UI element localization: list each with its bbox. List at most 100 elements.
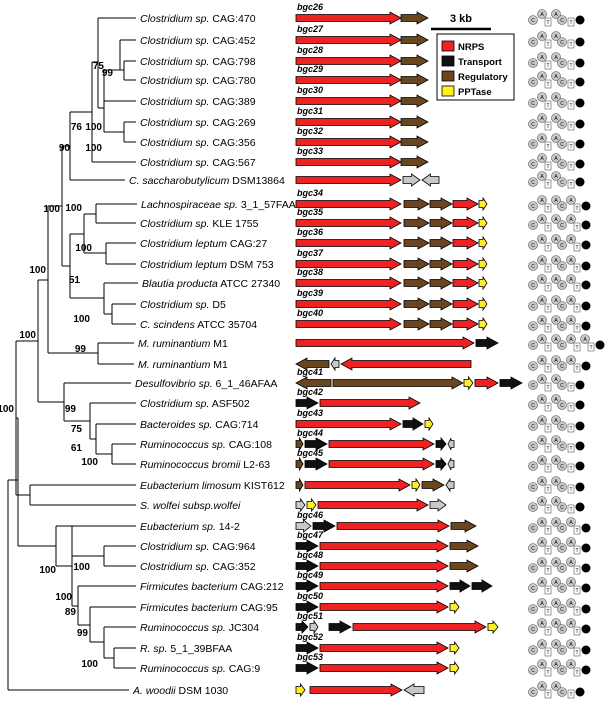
nrps-gene-arrow: [295, 216, 402, 230]
c-domain: [528, 502, 538, 512]
taxon-label: Lachnospiraceae sp. 3_1_57FAA: [141, 199, 296, 211]
domain-letter: A: [554, 458, 558, 464]
t-domain: [544, 504, 552, 514]
domain-letter: C: [531, 690, 535, 696]
domain-letter: T: [546, 528, 549, 534]
t-domain: [573, 363, 581, 373]
taxon-genus-species: Clostridium leptum: [140, 238, 227, 250]
domain-letter: C: [560, 668, 564, 674]
taxon-label: Desulfovibrio sp. 6_1_46AFAA: [135, 378, 277, 390]
taxon-genus-species: S. wolfei subsp.wolfei: [140, 500, 241, 512]
domain-letter: A: [540, 136, 544, 142]
cluster-id: bgc42: [297, 387, 323, 397]
domain-letter: T: [575, 670, 578, 676]
regulatory-gene-arrow: [429, 297, 453, 311]
t-domain: [573, 545, 581, 555]
t-domain: [573, 585, 581, 595]
phylogenetic-tree: [7, 17, 138, 691]
bootstrap-value: 75: [71, 424, 83, 435]
taxon-genus-species: Clostridium sp.: [140, 56, 209, 68]
pptase-gene-arrow: [478, 316, 488, 332]
domain-letter: A: [569, 580, 573, 586]
regulatory-gene-arrow: [449, 559, 479, 573]
taxon-strain: D5: [209, 299, 226, 311]
te-domain: [575, 77, 585, 87]
bootstrap-value: 51: [69, 275, 81, 286]
domain-letter: T: [546, 82, 549, 88]
a-domain: [551, 557, 561, 567]
domain-letter: A: [569, 318, 573, 324]
cluster-id: bgc38: [297, 267, 323, 277]
domain-letter: A: [554, 684, 558, 690]
t-domain: [544, 39, 552, 49]
regulatory-gene-arrow: [403, 236, 430, 250]
nrps-gene-arrow: [295, 236, 402, 250]
a-domain: [566, 639, 576, 649]
taxon-label: Clostridium sp. CAG:567: [140, 157, 256, 169]
taxon-label: Clostridium sp. CAG:389: [140, 96, 256, 108]
taxon-strain: CAG:356: [209, 137, 255, 149]
domain-letter: T: [546, 650, 549, 656]
a-domain: [537, 355, 547, 365]
a-domain: [551, 577, 561, 587]
a-domain: [537, 598, 547, 608]
domain-letter: T: [546, 266, 549, 272]
te-domain: [575, 15, 585, 25]
a-domain: [566, 195, 576, 205]
regulatory-gene-arrow: [400, 33, 429, 47]
domain-letter: T: [546, 285, 549, 291]
bootstrap-value: 100: [73, 314, 90, 325]
domain-letter: A: [554, 479, 558, 485]
a-domain: [566, 295, 576, 305]
bootstrap-value: 89: [65, 607, 77, 618]
a-domain: [551, 71, 561, 81]
domain-letter: T: [546, 588, 549, 594]
te-domain: [575, 461, 585, 471]
taxon-genus-species: Clostridium sp.: [140, 13, 209, 25]
regulatory-gene-arrow: [403, 276, 430, 290]
taxon-genus-species: M. ruminantium: [138, 359, 211, 371]
domain-letter: T: [575, 568, 578, 574]
transport-gene-arrow: [435, 436, 447, 452]
domain-letter: A: [554, 358, 558, 364]
nrps-gene-arrow: [295, 336, 475, 350]
regulatory-gene-arrow: [449, 539, 479, 553]
domain-letter: C: [531, 627, 535, 633]
cluster-id: bgc35: [297, 207, 324, 217]
c-domain: [528, 583, 538, 593]
domain-letter: A: [554, 642, 558, 648]
taxon-label: C. scindens ATCC 35704: [140, 319, 257, 331]
c-domain: [557, 301, 567, 311]
taxon-strain: 14-2: [216, 521, 240, 533]
c-domain: [557, 159, 567, 169]
taxon-label: Clostridium sp. CAG:356: [140, 137, 256, 149]
transport-gene-arrow: [402, 417, 424, 431]
c-domain: [557, 380, 567, 390]
a-domain: [566, 355, 576, 365]
domain-letter: T: [575, 206, 578, 212]
domain-letter: A: [554, 12, 558, 18]
domain-letter: A: [569, 642, 573, 648]
c-domain: [528, 58, 538, 68]
domain-letter: T: [569, 82, 572, 88]
a-domain: [551, 274, 561, 284]
transport-gene-arrow: [312, 519, 336, 533]
nrps-gene-arrow: [336, 519, 450, 533]
nrps-gene-arrow: [295, 173, 402, 187]
a-domain: [551, 153, 561, 163]
domain-letter: T: [546, 326, 549, 332]
c-domain: [528, 380, 538, 390]
c-domain: [557, 665, 567, 675]
domain-letter: A: [554, 74, 558, 80]
cluster-id: bgc52: [297, 632, 323, 642]
domain-letter: T: [575, 609, 578, 615]
c-domain: [557, 37, 567, 47]
a-domain: [537, 659, 547, 669]
domain-letter: C: [560, 243, 564, 249]
c-domain: [557, 220, 567, 230]
c-domain: [528, 482, 538, 492]
domain-letter: A: [540, 418, 544, 424]
